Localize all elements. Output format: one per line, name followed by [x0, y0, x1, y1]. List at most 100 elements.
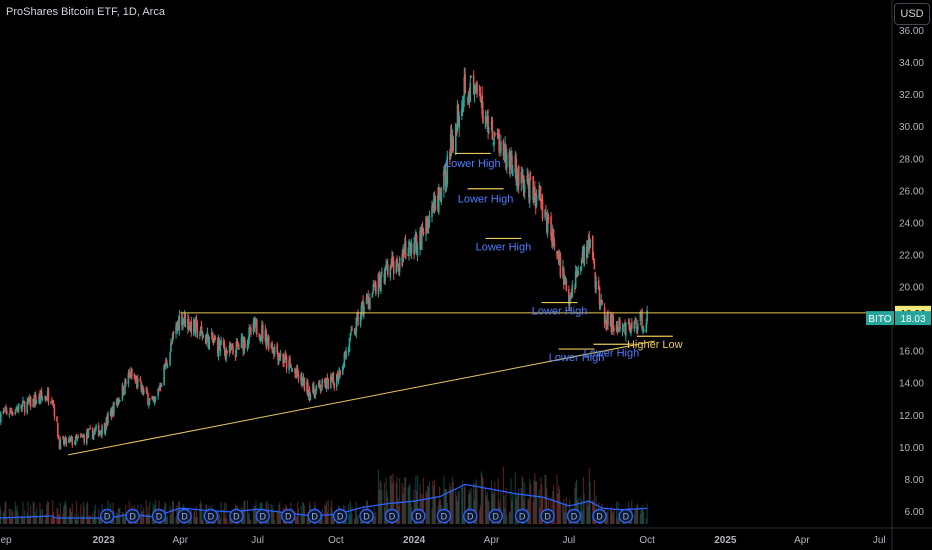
- candle-body: [365, 298, 368, 304]
- volume-bar: [452, 481, 454, 524]
- candle-body: [145, 388, 148, 390]
- candle-body: [546, 212, 549, 234]
- volume-bar: [492, 491, 494, 524]
- volume-bar: [391, 484, 393, 524]
- volume-bar: [538, 489, 540, 524]
- volume-bar: [589, 481, 591, 524]
- volume-bar: [44, 519, 46, 524]
- candle-body: [510, 151, 512, 157]
- candle-body: [178, 314, 181, 331]
- volume-bar: [169, 505, 171, 524]
- volume-bar: [280, 511, 282, 524]
- dividend-marker-label: D: [596, 512, 603, 522]
- candle-body: [320, 389, 323, 391]
- candle-body: [474, 86, 477, 90]
- candle-body: [164, 366, 166, 369]
- candle-body: [14, 411, 17, 415]
- candle-body: [277, 352, 279, 361]
- volume-bar: [248, 513, 250, 524]
- volume-bar: [484, 488, 487, 524]
- volume-bar: [22, 501, 24, 524]
- volume-bar: [146, 514, 148, 524]
- volume-bar: [325, 501, 328, 524]
- candle-body: [279, 353, 282, 357]
- candle-body: [619, 319, 621, 330]
- candle-body: [599, 303, 602, 308]
- candle-body: [526, 175, 529, 182]
- candle-body: [434, 195, 437, 210]
- candle-body: [504, 145, 506, 156]
- candle-body: [363, 306, 365, 315]
- volume-bar: [253, 506, 255, 524]
- candle-body: [467, 94, 470, 100]
- candle-body: [486, 111, 489, 125]
- volume-bar: [587, 500, 590, 524]
- candle-body: [439, 195, 442, 198]
- volume-bar: [166, 517, 168, 524]
- candle-body: [538, 189, 540, 199]
- candle-body: [431, 205, 433, 218]
- volume-bar: [615, 501, 618, 524]
- candle-body: [289, 358, 291, 365]
- candle-body: [398, 257, 401, 272]
- candle-body: [283, 362, 285, 364]
- candle-body: [455, 128, 458, 135]
- candle-body: [413, 243, 415, 255]
- volume-bar: [223, 509, 225, 524]
- x-tick-label: 2025: [714, 535, 737, 546]
- candle-body: [189, 321, 192, 327]
- volume-bar: [433, 485, 435, 524]
- candle-body: [195, 318, 198, 322]
- volume-bar: [540, 476, 542, 524]
- volume-bar: [225, 503, 227, 524]
- candle-body: [193, 318, 195, 336]
- volume-bar: [528, 500, 530, 524]
- candle-body: [438, 187, 441, 193]
- volume-bar: [26, 512, 28, 524]
- volume-bar: [244, 501, 246, 524]
- candle-body: [462, 96, 465, 110]
- candle-body: [219, 343, 222, 352]
- volume-bar: [618, 514, 620, 524]
- annotation-label: Lower High: [584, 347, 640, 359]
- y-tick-label: 22.00: [899, 250, 924, 261]
- candle-body: [629, 327, 631, 332]
- volume-bar: [396, 477, 398, 524]
- volume-bar: [428, 481, 431, 524]
- candle-body: [594, 272, 597, 289]
- candle-body: [588, 236, 591, 251]
- candle-body: [532, 176, 534, 200]
- candle-body: [35, 401, 38, 403]
- candle-body: [273, 346, 276, 355]
- volume-bar: [171, 508, 173, 524]
- currency-button[interactable]: USD: [894, 3, 930, 25]
- volume-bar: [583, 493, 585, 524]
- volume-bar: [535, 480, 537, 524]
- volume-bar: [176, 506, 178, 524]
- candle-body: [517, 166, 520, 187]
- candle-body: [563, 280, 566, 285]
- volume-bar: [432, 480, 434, 524]
- volume-bar: [9, 508, 11, 524]
- candle-body: [475, 82, 478, 86]
- candle-body: [468, 90, 471, 100]
- volume-bar: [455, 490, 457, 524]
- candle-body: [624, 323, 626, 335]
- dividend-marker: [463, 508, 478, 524]
- candle-body: [641, 309, 643, 329]
- x-tick-label: Apr: [172, 535, 188, 546]
- volume-bar: [193, 512, 195, 524]
- volume-bar: [378, 490, 380, 524]
- volume-bar: [220, 502, 222, 524]
- candle-body: [133, 374, 136, 379]
- volume-bar: [375, 512, 377, 524]
- candle-body: [100, 432, 102, 435]
- x-tick-label: ep: [0, 535, 12, 546]
- volume-bar: [141, 511, 143, 524]
- volume-bar: [402, 493, 404, 524]
- volume-bar: [41, 516, 43, 524]
- volume-bar: [95, 516, 97, 524]
- candle-body: [131, 368, 133, 377]
- volume-bar: [565, 497, 567, 524]
